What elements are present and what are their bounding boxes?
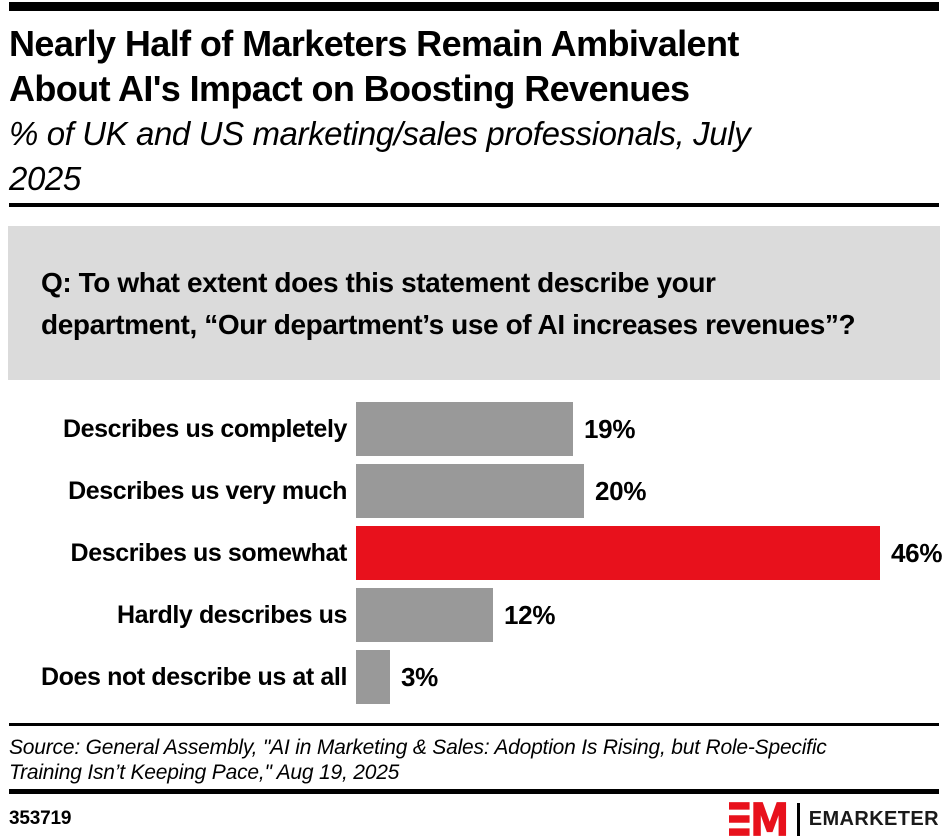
emarketer-logo-mark-icon [728,802,786,836]
chart-title: Nearly Half of Marketers Remain Ambivale… [9,21,939,111]
chart-subtitle: % of UK and US marketing/sales professio… [9,111,939,201]
source-note-line-1: Source: General Assembly, "AI in Marketi… [9,736,827,759]
source-note: Source: General Assembly, "AI in Marketi… [9,735,939,785]
top-black-bar [9,2,939,11]
chart-id-number: 353719 [9,808,72,829]
source-note-line-2: Training Isn’t Keeping Pace," Aug 19, 20… [9,761,400,784]
bar-track: 3% [356,650,939,704]
survey-question-box: Q: To what extent does this statement de… [8,226,940,380]
logo-divider [796,802,800,836]
category-label: Describes us somewhat [70,539,348,567]
bar-track: 20% [356,464,939,518]
emarketer-logo: EMARKETER [728,802,939,836]
category-label: Describes us completely [63,415,347,443]
chart-title-line-1: Nearly Half of Marketers Remain Ambivale… [9,23,739,64]
category-label: Hardly describes us [116,601,347,629]
chart-row: Describes us completely 19% [9,402,939,456]
footer: 353719 EMARKETER [9,801,939,837]
survey-question-line-2: department, “Our department’s use of AI … [41,309,856,340]
bar [356,526,880,580]
value-label: 19% [584,413,636,444]
bar [356,650,390,704]
survey-question-line-1: Q: To what extent does this statement de… [41,267,716,298]
category-label: Does not describe us at all [41,663,347,691]
value-label: 20% [595,475,647,506]
chart-title-line-2: About AI's Impact on Boosting Revenues [9,68,690,109]
source-divider-rule [9,723,939,726]
category-label: Describes us very much [68,477,347,505]
chart-subtitle-line-2: 2025 [9,160,81,197]
value-label: 12% [504,599,556,630]
bar [356,402,573,456]
bar-track: 19% [356,402,939,456]
bar-track: 46% [356,526,942,580]
bar-chart: Describes us completely 19% Describes us v… [9,402,942,704]
chart-row: Hardly describes us 12% [9,588,939,642]
value-label: 3% [401,661,438,692]
chart-subtitle-line-1: % of UK and US marketing/sales professio… [9,115,751,152]
bar [356,588,493,642]
footer-divider-rule [9,789,939,794]
brand-name: EMARKETER [808,807,939,830]
value-label: 46% [891,537,943,568]
bar [356,464,584,518]
header-divider-rule [9,203,939,207]
chart-row: Describes us very much 20% [9,464,939,518]
bar-track: 12% [356,588,939,642]
chart-row: Describes us somewhat 46% [9,526,942,580]
chart-row: Does not describe us at all 3% [9,650,939,704]
